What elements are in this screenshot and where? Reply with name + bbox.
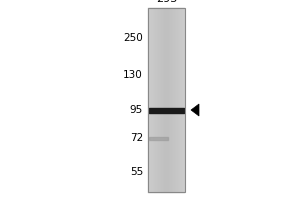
Text: 293: 293 xyxy=(156,0,177,4)
Text: 95: 95 xyxy=(130,105,143,115)
Text: 250: 250 xyxy=(123,33,143,43)
Polygon shape xyxy=(191,104,199,116)
Bar xyxy=(148,8,185,192)
Text: 55: 55 xyxy=(130,167,143,177)
Text: 72: 72 xyxy=(130,133,143,143)
Text: 130: 130 xyxy=(123,70,143,80)
